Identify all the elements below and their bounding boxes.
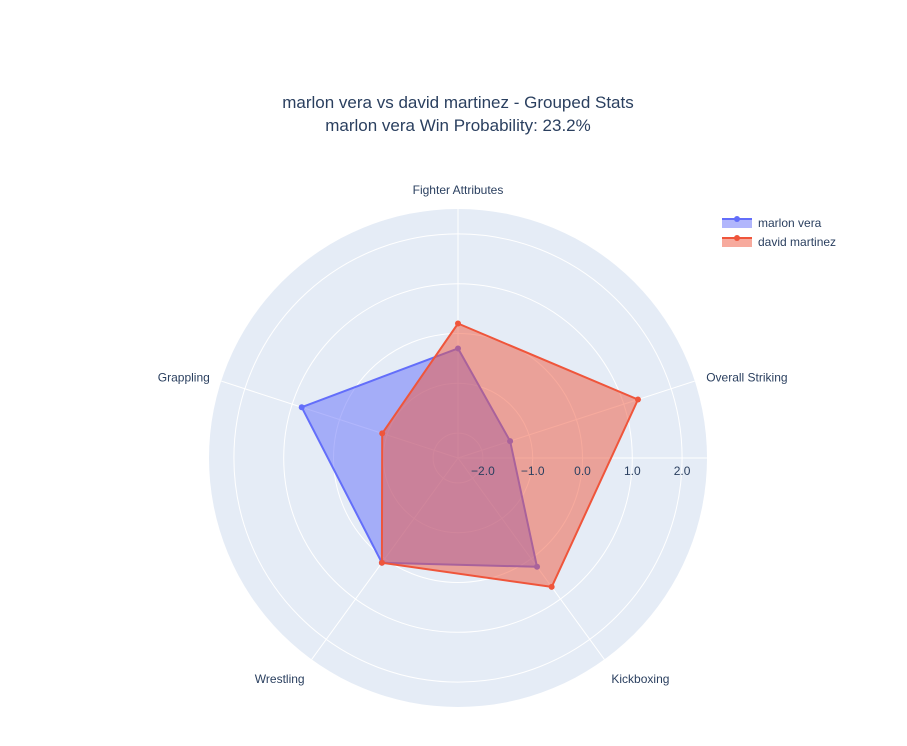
legend-marker (734, 235, 740, 241)
category-label: Fighter Attributes (413, 183, 504, 197)
radial-tick-label: 1.0 (624, 464, 641, 478)
radial-tick-label: 0.0 (574, 464, 591, 478)
legend-swatch (722, 238, 752, 247)
series-david-martinez (378, 320, 641, 590)
data-point[interactable] (298, 404, 305, 411)
series-area (380, 322, 639, 588)
data-point[interactable] (378, 559, 385, 566)
polar-plot-area: −2.0 −1.0 0.0 1.0 2.0 Overall Striking Fighter… (158, 183, 788, 707)
legend-label: marlon vera (758, 216, 822, 230)
legend-label: david martinez (758, 235, 836, 249)
data-point[interactable] (379, 430, 386, 437)
legend-item-david-martinez[interactable]: david martinez (722, 235, 836, 249)
legend-marker (734, 216, 740, 222)
radial-tick-label: 2.0 (674, 464, 691, 478)
category-label: Kickboxing (611, 672, 669, 686)
radial-tick-label: −2.0 (471, 464, 495, 478)
category-label: Wrestling (255, 672, 305, 686)
legend-swatch (722, 219, 752, 228)
data-point[interactable] (548, 583, 555, 590)
category-label: Grappling (158, 370, 210, 384)
radial-tick-label: −1.0 (521, 464, 545, 478)
data-point[interactable] (634, 396, 641, 403)
chart-subtitle: marlon vera Win Probability: 23.2% (325, 116, 591, 135)
category-label: Overall Striking (706, 370, 787, 384)
legend-item-marlon-vera[interactable]: marlon vera (722, 216, 822, 230)
data-point[interactable] (455, 320, 461, 327)
chart-title: marlon vera vs david martinez - Grouped … (282, 93, 633, 112)
legend: marlon vera david martinez (722, 216, 836, 249)
